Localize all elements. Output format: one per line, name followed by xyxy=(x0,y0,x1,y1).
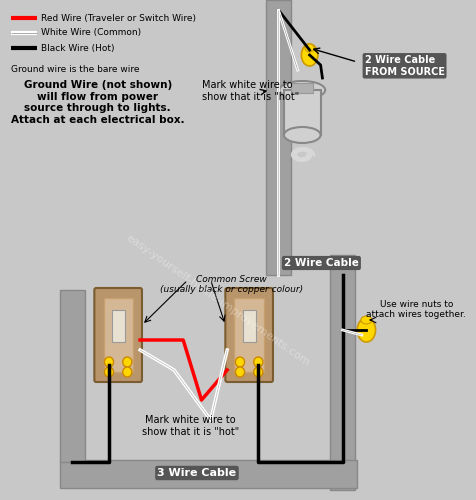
Text: easy-yourself-home-improvements.com: easy-yourself-home-improvements.com xyxy=(124,232,311,368)
Bar xyxy=(329,255,355,490)
Text: Ground wire is the bare wire: Ground wire is the bare wire xyxy=(11,65,139,74)
Bar xyxy=(283,90,320,135)
Ellipse shape xyxy=(283,127,320,143)
Ellipse shape xyxy=(360,316,371,324)
Circle shape xyxy=(253,357,262,367)
Text: Red Wire (Traveler or Switch Wire): Red Wire (Traveler or Switch Wire) xyxy=(41,14,196,22)
Bar xyxy=(234,298,263,372)
Bar xyxy=(103,298,132,372)
FancyBboxPatch shape xyxy=(94,288,142,382)
Circle shape xyxy=(104,357,113,367)
Text: 2 Wire Cable: 2 Wire Cable xyxy=(283,258,358,268)
Circle shape xyxy=(122,367,132,377)
Text: Mark white wire to
show that it is "hot": Mark white wire to show that it is "hot" xyxy=(142,415,239,436)
Text: Common Screw
(usually black or copper colour): Common Screw (usually black or copper co… xyxy=(160,275,303,294)
Text: Mark white wire to
show that it is "hot": Mark white wire to show that it is "hot" xyxy=(201,80,298,102)
Text: Use wire nuts to
attach wires together.: Use wire nuts to attach wires together. xyxy=(366,300,465,320)
Ellipse shape xyxy=(301,44,317,66)
Circle shape xyxy=(235,367,244,377)
Text: White Wire (Common): White Wire (Common) xyxy=(41,28,141,38)
Circle shape xyxy=(104,367,113,377)
Ellipse shape xyxy=(357,318,375,342)
Text: Black Wire (Hot): Black Wire (Hot) xyxy=(41,44,115,52)
Bar xyxy=(291,83,313,93)
Bar xyxy=(242,310,255,342)
Circle shape xyxy=(253,367,262,377)
FancyBboxPatch shape xyxy=(225,288,272,382)
Text: 3 Wire Cable: 3 Wire Cable xyxy=(157,468,236,478)
Circle shape xyxy=(235,357,244,367)
Bar xyxy=(60,460,357,488)
Bar xyxy=(265,0,291,275)
Text: Ground Wire (not shown)
will flow from power
source through to lights.
Attach at: Ground Wire (not shown) will flow from p… xyxy=(11,80,184,125)
Bar xyxy=(111,310,124,342)
Ellipse shape xyxy=(279,81,325,99)
Text: 2 Wire Cable
FROM SOURCE: 2 Wire Cable FROM SOURCE xyxy=(364,55,444,76)
Bar xyxy=(60,290,85,462)
Ellipse shape xyxy=(304,44,314,52)
Circle shape xyxy=(122,357,132,367)
